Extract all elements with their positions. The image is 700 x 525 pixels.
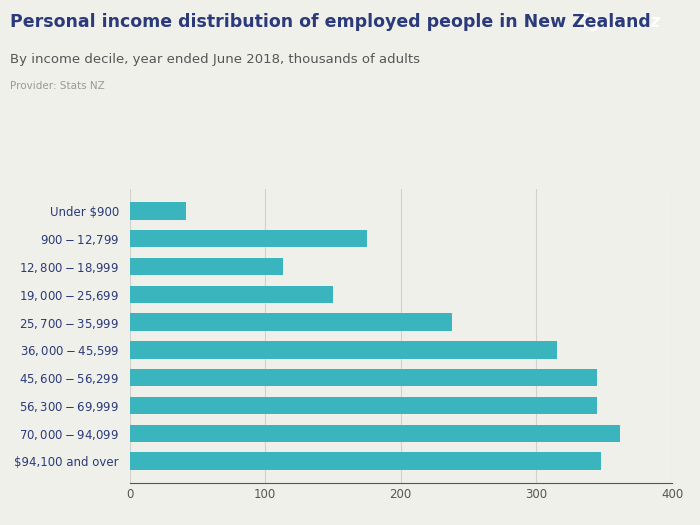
Bar xyxy=(130,369,597,386)
Bar xyxy=(130,453,601,470)
Bar xyxy=(130,286,333,303)
Bar xyxy=(130,313,452,331)
Text: Provider: Stats NZ: Provider: Stats NZ xyxy=(10,81,105,91)
Bar xyxy=(130,341,556,359)
Bar xyxy=(130,425,620,442)
Bar xyxy=(130,230,367,247)
Bar xyxy=(130,258,283,275)
Text: figure.nz: figure.nz xyxy=(575,13,660,30)
Text: By income decile, year ended June 2018, thousands of adults: By income decile, year ended June 2018, … xyxy=(10,52,421,66)
Bar xyxy=(130,202,186,219)
Bar xyxy=(130,397,597,414)
Text: Personal income distribution of employed people in New Zealand: Personal income distribution of employed… xyxy=(10,13,651,31)
